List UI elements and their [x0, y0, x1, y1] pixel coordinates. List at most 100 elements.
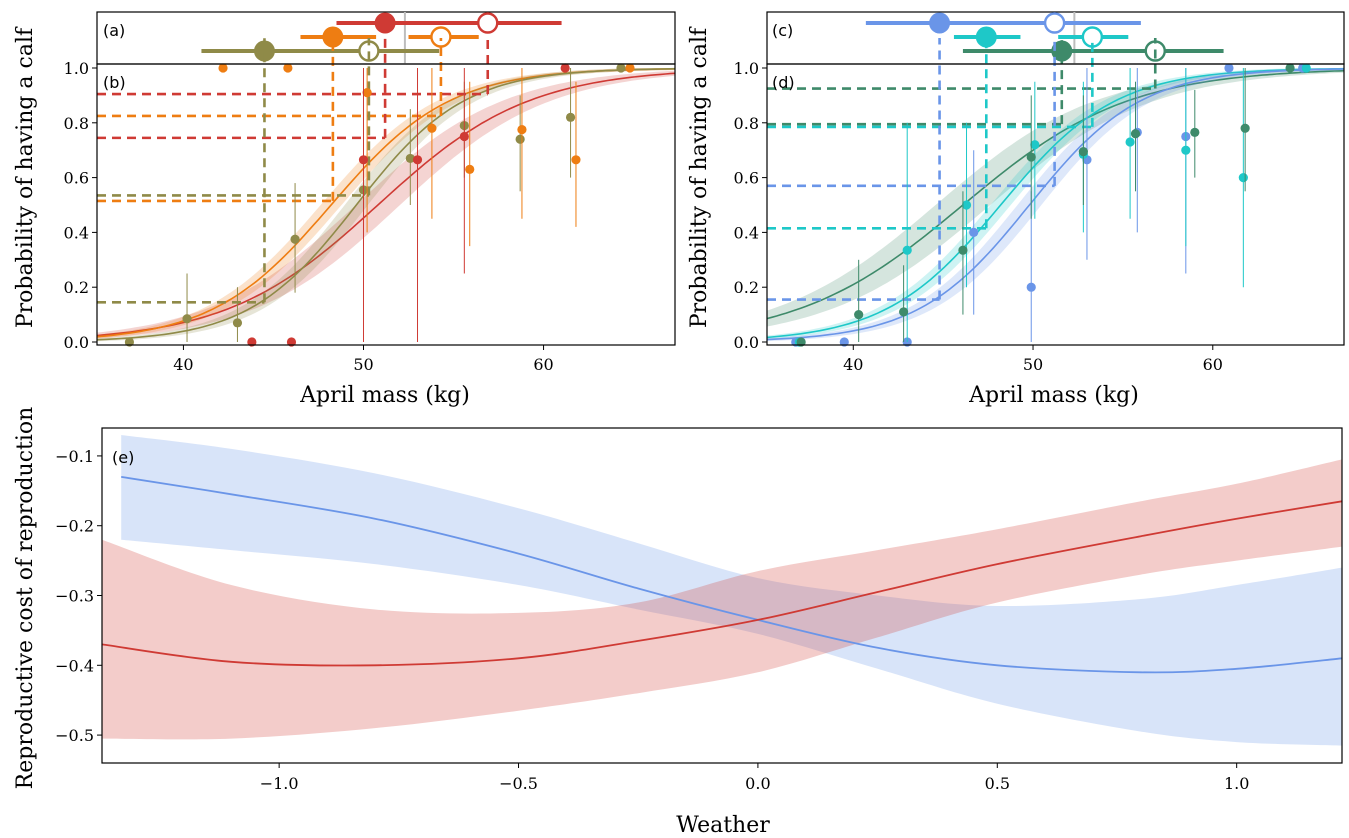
y-tick-label-b: 0.8 — [64, 114, 89, 133]
data-point-blue — [839, 337, 849, 347]
data-point-orange — [517, 125, 527, 135]
data-point-cyan — [1181, 145, 1191, 155]
x-tick-label-b: 40 — [173, 355, 193, 374]
x-tick-label-b: 60 — [533, 355, 553, 374]
data-point-green — [958, 245, 968, 255]
data-point-olive — [616, 63, 626, 73]
y-tick-label-b: 0.6 — [64, 169, 89, 188]
data-point-cyan — [1030, 140, 1040, 150]
panel-d: 40 50 60 0.0 0.2 0.4 0.6 0.8 1.0 — [734, 38, 1345, 374]
y-tick-label-e: −0.2 — [55, 517, 94, 536]
data-point-olive — [515, 134, 525, 144]
y-tick-label-d: 0.6 — [734, 169, 759, 188]
y-axis-title-e: Reproductive cost of reproduction — [13, 407, 38, 790]
estimate-point-orange — [322, 26, 344, 48]
panel-e-tag: (e) — [112, 448, 134, 467]
x-tick-label-d: 60 — [1203, 355, 1223, 374]
fitted-curve-olive — [97, 67, 675, 341]
x-tick-label-e: 0.0 — [745, 774, 770, 793]
data-point-olive — [290, 234, 300, 244]
x-tick-label-d: 50 — [1023, 355, 1043, 374]
x-tick-label-b: 50 — [353, 355, 373, 374]
y-tick-label-e: −0.1 — [55, 447, 94, 466]
panel-c-tag: (c) — [772, 21, 793, 40]
fitted-curve-cyan — [767, 67, 1344, 339]
panel-a-tag: (a) — [103, 21, 125, 40]
data-point-green — [1078, 146, 1088, 157]
x-axis-title-d: April mass (kg) — [968, 383, 1139, 408]
data-point-olive — [405, 153, 415, 164]
y-axis-title-b: Probability of having a calf — [13, 26, 38, 328]
panel-b: 40 50 60 0.0 0.2 0.4 0.6 0.8 1.0 — [64, 38, 676, 374]
data-point-red — [358, 155, 369, 165]
panel-d-tag: (d) — [772, 73, 795, 92]
plot-frame-b — [96, 63, 676, 346]
data-point-red — [247, 337, 257, 347]
data-point-blue — [969, 227, 979, 237]
data-point-green — [1285, 63, 1295, 73]
y-tick-label-d: 0.0 — [734, 333, 759, 352]
data-point-cyan — [961, 200, 972, 210]
data-point-orange — [362, 88, 372, 98]
data-point-red — [560, 63, 570, 73]
plot-area-e — [102, 435, 1342, 746]
x-tick-label-e: 0.5 — [985, 774, 1010, 793]
data-point-red — [412, 155, 423, 165]
data-point-cyan — [902, 245, 912, 255]
data-point-cyan — [1125, 137, 1135, 147]
data-point-orange — [465, 164, 475, 174]
x-tick-label-e: −0.5 — [499, 774, 538, 793]
data-point-blue — [1026, 282, 1036, 292]
fitted-curve-red — [97, 72, 675, 337]
y-tick-label-d: 0.2 — [734, 278, 759, 297]
estimate-point-green — [1051, 40, 1073, 62]
estimate-point-cyan — [975, 26, 997, 48]
data-point-green — [899, 307, 909, 317]
y-tick-label-e: −0.5 — [55, 726, 94, 745]
data-point-orange — [218, 63, 228, 73]
x-axis-title-e: Weather — [676, 813, 770, 838]
data-point-orange — [571, 155, 581, 165]
y-tick-label-b: 1.0 — [64, 59, 89, 78]
y-tick-label-e: −0.3 — [55, 587, 94, 606]
panel-e: −1.0 −0.5 0.0 0.5 1.0 −0.1 −0.2 −0.3 −0.4 −0.5 — [55, 427, 1343, 793]
y-tick-label-d: 0.4 — [734, 223, 759, 242]
y-axis-title-d: Probability of having a calf — [687, 26, 712, 328]
data-point-green — [1190, 127, 1200, 137]
confidence-band-green — [767, 68, 1344, 327]
confidence-band-red — [97, 70, 675, 339]
data-point-cyan — [1238, 173, 1248, 183]
data-point-olive — [124, 337, 135, 347]
y-tick-label-d: 0.8 — [734, 114, 759, 133]
panel-a — [96, 11, 676, 65]
data-point-green — [1240, 123, 1250, 133]
estimate-open-point-orange — [430, 26, 452, 48]
data-point-olive — [182, 314, 192, 324]
data-point-orange — [283, 63, 293, 73]
data-point-green — [1130, 129, 1141, 139]
x-axis-title-b: April mass (kg) — [299, 383, 470, 408]
estimate-point-blue — [929, 12, 951, 34]
data-point-green — [1026, 152, 1036, 162]
data-point-green — [796, 337, 806, 347]
panel-c — [766, 11, 1345, 65]
panel-b-tag: (b) — [103, 73, 126, 92]
data-point-orange — [625, 63, 635, 73]
estimate-open-point-red — [477, 12, 499, 34]
effect-curve-blue — [121, 476, 1342, 674]
x-tick-label-e: 1.0 — [1224, 774, 1249, 793]
data-point-orange — [427, 123, 437, 133]
plot-frame-d — [766, 63, 1345, 346]
y-tick-label-b: 0.0 — [64, 333, 89, 352]
data-point-red — [459, 131, 469, 142]
data-point-cyan — [1301, 63, 1311, 73]
y-tick-label-b: 0.2 — [64, 278, 89, 297]
data-point-blue — [1224, 63, 1234, 73]
estimate-open-point-blue — [1043, 12, 1066, 34]
estimate-point-olive — [253, 40, 275, 62]
y-tick-label-e: −0.4 — [55, 656, 94, 675]
data-point-red — [286, 337, 297, 347]
data-point-green — [854, 310, 864, 320]
plot-area-b — [97, 67, 675, 342]
x-tick-label-d: 40 — [843, 355, 863, 374]
